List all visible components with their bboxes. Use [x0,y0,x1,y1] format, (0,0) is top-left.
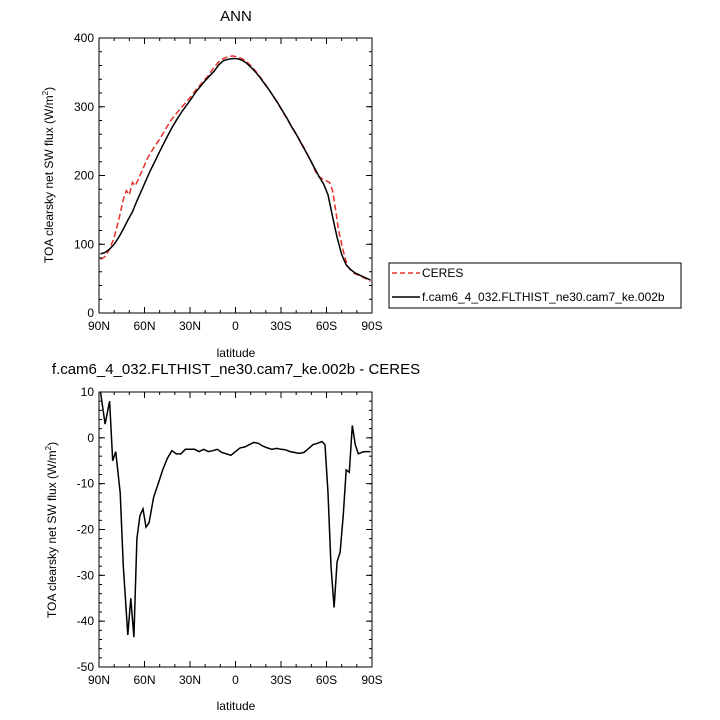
top-chart-x-tick-label: 30N [179,319,201,333]
top-chart-y-tick-label: 400 [74,31,94,45]
bottom-chart-x-tick-label: 60N [133,673,155,687]
top-chart-y-label: TOA clearsky net SW flux (W/m2) [41,87,56,263]
bottom-chart-title: f.cam6_4_032.FLTHIST_ne30.cam7_ke.002b -… [52,361,420,378]
bottom-chart-y-tick-label: 10 [81,385,95,399]
bottom-chart-series-line-0 [99,391,371,638]
bottom-chart-x-tick-label: 90S [361,673,382,687]
bottom-chart-y-label: TOA clearsky net SW flux (W/m2) [44,442,59,618]
bottom-chart-y-tick-label: -30 [77,568,95,582]
bottom-chart-x-tick-label: 30N [179,673,201,687]
top-chart-x-tick-label: 60S [316,319,337,333]
bottom-chart: f.cam6_4_032.FLTHIST_ne30.cam7_ke.002b -… [44,361,420,713]
bottom-chart-y-ticks: -50 -40 -30 -20 -10 0 10 [77,385,372,674]
legend-label-ceres: CERES [422,266,463,280]
top-chart-series-line-1 [100,57,371,281]
bottom-chart-y-tick-label: -40 [77,614,95,628]
top-chart-plot-area [98,37,373,314]
top-chart-y-tick-label: 200 [74,169,94,183]
top-chart-x-tick-label: 0 [232,319,239,333]
top-chart-x-tick-label: 90S [361,319,382,333]
bottom-chart-x-label: latitude [217,699,256,713]
top-chart-x-tick-label: 90N [88,319,110,333]
legend-box [388,262,682,309]
top-chart-x-label: latitude [217,346,256,360]
top-chart-series-line-0 [100,55,371,283]
bottom-chart-y-tick-label: 0 [87,431,94,445]
bottom-chart-x-tick-label: 60S [316,673,337,687]
top-chart-y-tick-label: 300 [74,100,94,114]
bottom-chart-y-tick-label: -50 [77,660,95,674]
legend-label-model: f.cam6_4_032.FLTHIST_ne30.cam7_ke.002b [422,290,665,304]
top-chart-y-ticks: 0 100 200 300 400 [74,31,372,320]
top-chart: ANN 0 100 200 300 400 90N 60N 30N 0 30S 60S 90S la… [41,8,383,360]
bottom-chart-x-ticks: 90N 60N 30N 0 30S 60S 90S [88,392,383,687]
top-chart-y-tick-label: 100 [74,237,94,251]
bottom-chart-x-tick-label: 90N [88,673,110,687]
bottom-chart-y-tick-label: -10 [77,477,95,491]
bottom-chart-x-tick-label: 30S [270,673,291,687]
bottom-chart-frame [98,391,373,668]
top-chart-x-ticks: 90N 60N 30N 0 30S 60S 90S [88,38,383,333]
bottom-chart-x-tick-label: 0 [232,673,239,687]
bottom-chart-plot-area [98,391,373,668]
top-chart-x-tick-label: 60N [133,319,155,333]
top-chart-title: ANN [220,8,252,25]
legend: CERES f.cam6_4_032.FLTHIST_ne30.cam7_ke.… [388,262,682,309]
top-chart-y-tick-label: 0 [87,306,94,320]
top-chart-x-tick-label: 30S [270,319,291,333]
bottom-chart-y-tick-label: -20 [77,523,95,537]
